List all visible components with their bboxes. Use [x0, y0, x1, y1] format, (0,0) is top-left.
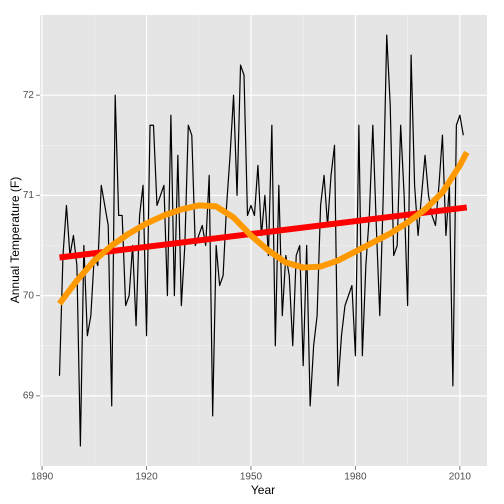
x-tick-label: 2010 — [449, 472, 472, 483]
line — [57, 150, 470, 306]
y-axis-label: Annual Temperature (F) — [8, 177, 22, 304]
y-tick-label: 71 — [23, 190, 35, 201]
x-tick-label: 1980 — [344, 472, 367, 483]
line — [59, 204, 468, 261]
x-tick-label: 1890 — [31, 472, 54, 483]
x-tick-label: 1950 — [240, 472, 263, 483]
y-tick-label: 69 — [23, 390, 35, 401]
y-tick-label: 70 — [23, 290, 35, 301]
x-tick-label: 1920 — [135, 472, 158, 483]
x-axis-label: Year — [251, 483, 275, 497]
y-tick-label: 72 — [23, 90, 35, 101]
panel — [40, 15, 487, 466]
